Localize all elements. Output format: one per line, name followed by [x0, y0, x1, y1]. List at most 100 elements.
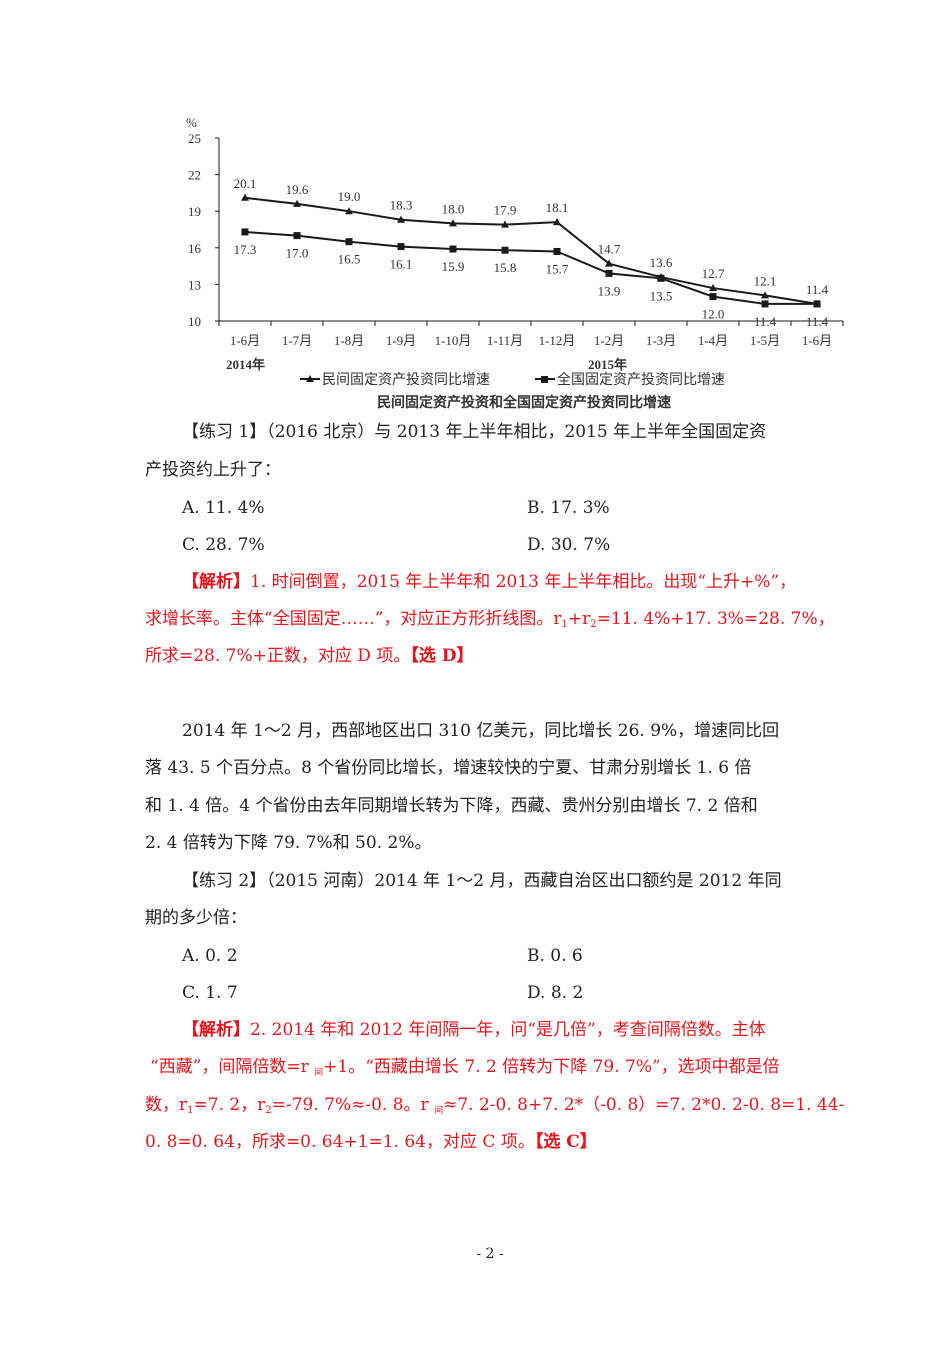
analysis-text: 1. 时间倒置，2015 年上半年和 2013 年上半年相比。出现“上升+%”， [250, 572, 797, 592]
q2-option-b: B. 0. 6 [527, 946, 583, 966]
data-label: 12.1 [754, 273, 777, 288]
analysis-text: “西藏”，间隔倍数=r [150, 1057, 315, 1077]
data-point-triangle [293, 199, 301, 207]
data-point-triangle [449, 219, 457, 227]
data-point-triangle [241, 193, 249, 201]
material-line: 和 1. 4 倍。4 个省份由去年同期增长转为下降，西藏、贵州分别由增长 7. … [145, 796, 758, 816]
series-line-national [244, 230, 817, 305]
legend: 民间固定资产投资同比增速 全国固定资产投资同比增速 [300, 371, 725, 388]
q1-analysis-line2: 求增长率。主体“全国固定……”，对应正方形折线图。r1+r2=11. 4%+17… [145, 608, 835, 636]
q1-option-a: A. 11. 4% [182, 498, 265, 518]
data-label: 13.6 [650, 255, 673, 270]
data-label: 15.8 [494, 260, 517, 275]
analysis-text: =7. 2，r [193, 1095, 266, 1115]
q2-option-c: C. 1. 7 [182, 983, 238, 1003]
legend-label-private: 民间固定资产投资同比增速 [322, 372, 490, 388]
data-label: 19.0 [338, 189, 361, 204]
analysis-text: 2. 2014 年和 2012 年间隔一年，问“是几倍”，考查间隔倍数。主体 [250, 1020, 766, 1040]
q1-analysis-line3: 所求=28. 7%+正数，对应 D 项。【选 D】 [145, 645, 474, 667]
analysis-text: 所求=28. 7%+正数，对应 D 项。 [145, 646, 411, 666]
x-tick-label: 1-10月 [435, 333, 472, 348]
data-label: 13.5 [650, 288, 673, 303]
data-point-square [761, 300, 769, 308]
material-line: 落 43. 5 个百分点。8 个省份同比增长，增速较快的宁夏、甘肃分别增长 1.… [145, 758, 752, 778]
data-label: 18.0 [442, 201, 465, 216]
data-label: 18.1 [546, 200, 569, 215]
subscript: 间 [434, 1106, 444, 1116]
q2-analysis-line3: 数，r1=7. 2，r2=-79. 7%≈-0. 8。r 间≈7. 2-0. 8… [145, 1094, 844, 1122]
x-tick-label: 1-12月 [539, 333, 576, 348]
data-label: 13.9 [598, 283, 621, 298]
x-tick-label: 1-6月 [230, 333, 260, 348]
data-label: 17.0 [286, 246, 309, 261]
q2-stem-cont: 期的多少倍： [145, 908, 247, 928]
data-label: 16.5 [338, 252, 361, 267]
data-label: 11.4 [806, 314, 829, 329]
data-point-triangle [761, 291, 769, 299]
y-tick-label: 22 [188, 168, 201, 183]
data-label: 20.1 [234, 176, 257, 191]
page-number: - 2 - [476, 1246, 504, 1262]
analysis-tag: 【解析】 [182, 1020, 250, 1040]
data-point-triangle [709, 284, 717, 292]
data-point-square [345, 238, 353, 246]
analysis-tag: 【解析】 [182, 572, 250, 592]
data-label: 18.3 [390, 198, 413, 213]
data-point-triangle [501, 220, 509, 228]
q2-analysis-line2: “西藏”，间隔倍数=r 间+1。“西藏由增长 7. 2 倍转为下降 79. 7%… [150, 1056, 780, 1084]
year-label-2015: 2015年 [588, 357, 627, 372]
x-tick-label: 1-7月 [282, 333, 312, 348]
q1-analysis-line1: 【解析】1. 时间倒置，2015 年上半年和 2013 年上半年相比。出现“上升… [182, 571, 796, 593]
data-label: 11.4 [754, 314, 777, 329]
data-label: 14.7 [598, 242, 621, 257]
q1-option-d: D. 30. 7% [527, 535, 611, 555]
analysis-text: =-79. 7%≈-0. 8。r [271, 1095, 435, 1115]
q2-option-a: A. 0. 2 [182, 946, 238, 966]
q2-analysis-line1: 【解析】2. 2014 年和 2012 年间隔一年，问“是几倍”，考查间隔倍数。… [182, 1019, 766, 1041]
data-point-triangle [345, 207, 353, 215]
analysis-text: +1。“西藏由增长 7. 2 倍转为下降 79. 7%”，选项中都是倍 [323, 1057, 780, 1077]
square-marker-icon [541, 376, 548, 383]
triangle-marker-icon [306, 375, 314, 382]
subscript: 2 [590, 619, 597, 630]
y-tick-label: 10 [188, 314, 201, 329]
x-tick-label: 1-6月 [802, 333, 832, 348]
data-point-square [449, 245, 457, 253]
data-point-square [605, 269, 613, 277]
y-tick-label: 25 [188, 131, 201, 146]
data-point-square [813, 300, 821, 308]
data-label: 16.1 [390, 257, 413, 272]
data-point-triangle [553, 218, 561, 226]
q1-option-c: C. 28. 7% [182, 535, 265, 555]
q2-option-d: D. 8. 2 [527, 983, 584, 1003]
x-tick-label: 1-8月 [334, 333, 364, 348]
analysis-text: =11. 4%+17. 3%=28. 7%， [596, 609, 835, 629]
material-line: 2014 年 1～2 月，西部地区出口 310 亿美元，同比增长 26. 9%，… [182, 721, 780, 741]
analysis-text: 数，r [145, 1095, 188, 1115]
x-tick-label: 1-5月 [750, 333, 780, 348]
year-label-2014: 2014年 [226, 357, 265, 372]
data-point-square [501, 246, 509, 254]
y-tick-label: 16 [188, 241, 202, 256]
subscript: 间 [314, 1068, 324, 1078]
data-label: 17.3 [234, 242, 257, 257]
subscript: 2 [265, 1105, 272, 1116]
subscript: 1 [561, 619, 568, 630]
data-label: 12.0 [702, 307, 725, 322]
data-label: 15.7 [546, 261, 569, 276]
q1-stem: 【练习 1】（2016 北京）与 2013 年上半年相比，2015 年上半年全国… [182, 422, 767, 442]
q2-analysis-line4: 0. 8=0. 64，所求=0. 64+1=1. 64，对应 C 项。【选 C】 [145, 1131, 597, 1153]
x-tick-label: 1-4月 [698, 333, 728, 348]
answer-tag: 【选 C】 [534, 1132, 597, 1152]
chart-title: 民间固定资产投资和全国固定资产投资同比增速 [377, 394, 671, 411]
data-point-square [553, 247, 561, 255]
material-line: 2. 4 倍转为下降 79. 7%和 50. 2%。 [145, 833, 432, 853]
legend-label-national: 全国固定资产投资同比增速 [557, 371, 725, 388]
answer-tag: 【选 D】 [410, 646, 474, 666]
x-tick-label: 1-9月 [386, 333, 416, 348]
y-axis-unit: % [186, 115, 197, 130]
data-point-triangle [605, 259, 613, 267]
data-point-square [657, 274, 665, 282]
data-point-square [241, 228, 249, 236]
y-tick-label: 19 [188, 204, 201, 219]
